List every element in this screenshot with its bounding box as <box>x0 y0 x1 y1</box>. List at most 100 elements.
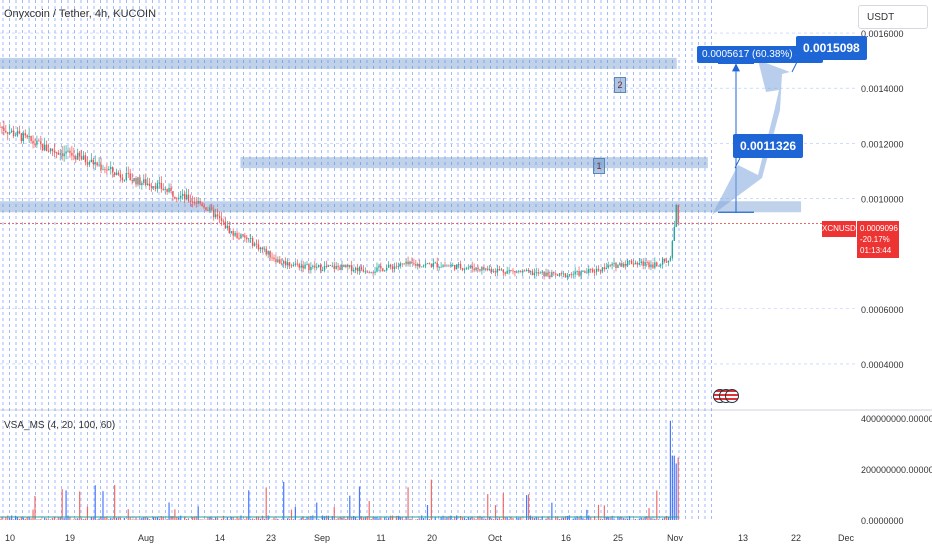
volume-bar <box>166 518 168 520</box>
time-tick-label: Oct <box>488 533 503 543</box>
candle-body <box>446 265 448 267</box>
candle-body <box>401 263 403 265</box>
candle-body <box>387 264 390 268</box>
volume-bar <box>625 518 627 520</box>
candle-body <box>389 264 392 267</box>
candle-body <box>115 172 118 176</box>
candle-body <box>279 259 281 264</box>
volume-bar <box>209 517 211 520</box>
candle-body <box>331 265 333 267</box>
candle-body <box>378 266 380 268</box>
candle-body <box>450 265 452 267</box>
volume-bar <box>300 518 302 520</box>
candle-body <box>615 262 617 268</box>
candle-body <box>10 130 13 132</box>
indicator-label[interactable]: VSA_MS (4, 20, 100, 60) <box>4 420 116 431</box>
volume-bar <box>347 516 349 520</box>
volume-bar <box>286 518 289 520</box>
candle-body <box>275 259 277 263</box>
volume-bar <box>51 517 54 520</box>
candle-body <box>586 272 588 274</box>
volume-bar <box>306 516 308 520</box>
candle-body <box>613 262 615 264</box>
candle-body <box>659 264 662 266</box>
volume-bar <box>650 517 652 520</box>
volume-bar <box>339 517 341 520</box>
candle-body <box>572 274 574 276</box>
price-tick-label: 0.0006000 <box>861 305 904 315</box>
candle-body <box>426 263 429 265</box>
volume-bar <box>537 517 539 520</box>
volume-bar <box>669 420 671 520</box>
volume-tick-label: 400000000.0000000 <box>861 414 932 424</box>
candle-body <box>49 148 52 152</box>
candle-body <box>403 263 405 265</box>
volume-bar <box>485 518 487 520</box>
time-tick-label: Sep <box>314 533 330 543</box>
volume-bar <box>73 519 75 520</box>
volume-bar <box>98 518 100 520</box>
volume-bar <box>450 515 452 520</box>
volume-bar <box>360 516 363 520</box>
volume-bar <box>18 518 21 520</box>
volume-bar <box>141 517 143 520</box>
symbol-title[interactable]: Onyxcoin / Tether, 4h, KUCOIN <box>4 8 157 20</box>
volume-bar <box>667 516 670 520</box>
candle-body <box>551 272 553 278</box>
candle-body <box>547 272 549 276</box>
candle-body <box>420 266 423 268</box>
volume-bar <box>312 515 314 520</box>
volume-bar <box>560 518 563 520</box>
candle-body <box>479 269 481 271</box>
volume-bar <box>452 519 454 520</box>
candle-body <box>564 273 567 278</box>
candle-body <box>78 152 81 157</box>
time-tick-label: 16 <box>561 533 571 543</box>
candle-body <box>570 274 572 275</box>
candle-body <box>648 262 650 268</box>
candle-body <box>162 188 164 190</box>
volume-bar <box>90 517 92 520</box>
candle-body <box>84 155 87 163</box>
volume-bar <box>578 516 580 520</box>
us-flag-icon[interactable] <box>725 389 739 403</box>
candle-body <box>94 162 96 165</box>
candle-body <box>518 271 520 273</box>
candle-body <box>347 265 349 267</box>
volume-bar <box>323 516 326 520</box>
volume-bar <box>178 517 180 520</box>
volume-bar <box>53 517 56 520</box>
volume-bar <box>100 516 102 520</box>
price-zone <box>0 201 802 213</box>
volume-bar <box>355 516 357 520</box>
volume-bar <box>475 519 477 520</box>
volume-bar <box>539 519 541 520</box>
candle-body <box>47 151 50 152</box>
candle-body <box>150 186 153 188</box>
candle-body <box>368 272 370 274</box>
volume-bar <box>261 515 263 520</box>
volume-bar <box>397 515 399 520</box>
candle-body <box>143 179 145 184</box>
volume-bar <box>576 516 578 520</box>
volume-bar <box>127 509 129 520</box>
candle-body <box>663 258 666 262</box>
volume-bar <box>13 519 15 520</box>
time-tick-label: 25 <box>613 533 623 543</box>
volume-bar <box>619 516 621 520</box>
candle-body <box>465 267 468 269</box>
volume-bars <box>0 420 679 520</box>
candle-body <box>178 197 180 200</box>
volume-bar <box>104 517 106 520</box>
candle-body <box>314 265 316 268</box>
candle-body <box>543 271 545 277</box>
volume-bar <box>388 517 390 520</box>
last-price-change: -20.17% <box>860 235 890 244</box>
currency-button[interactable]: USDT <box>858 5 928 29</box>
volume-bar <box>176 517 178 520</box>
candle-body <box>508 270 510 272</box>
price-tick-label: 0.0004000 <box>861 360 904 370</box>
candle-body <box>440 266 442 268</box>
candle-body <box>452 264 454 266</box>
